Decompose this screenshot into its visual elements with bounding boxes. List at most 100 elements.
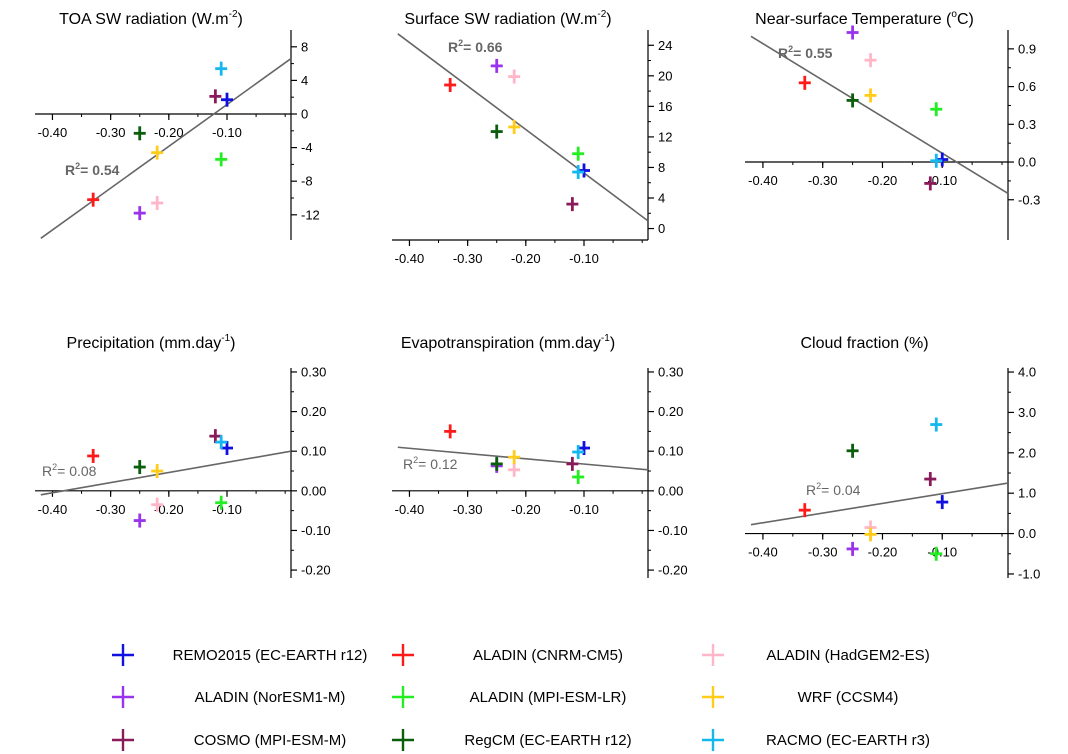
y-tick-label: -0.20 [658, 563, 688, 578]
y-tick-label: 0.20 [658, 404, 683, 419]
panel-title-main: TOA SW radiation (W.m [59, 11, 229, 28]
legend-marker [702, 729, 724, 751]
x-tick-label: -0.40 [748, 545, 778, 560]
legend-marker [392, 686, 414, 708]
point-wrf-ccsm4 [864, 88, 877, 103]
r2-label: R2= 0.54 [65, 161, 120, 178]
panel-2: Surface SW radiation (W.m-2) 24 20 16 12 8 4 0 -… [392, 9, 672, 266]
y-tick-label: -0.3 [1018, 192, 1040, 207]
r2-sup: 2 [788, 44, 793, 54]
y-tick-label: 4.0 [1018, 365, 1036, 380]
x-tick-label: -0.40 [38, 502, 68, 517]
x-tick-label: -0.30 [808, 173, 838, 188]
legend-label: WRF (CCSM4) [798, 689, 899, 706]
point-cosmo-mpi-esm-m [924, 472, 937, 487]
legend-label: ALADIN (HadGEM2-ES) [766, 647, 929, 664]
panel-title: Evapotranspiration (mm.day-1) [401, 333, 615, 352]
x-tick-label: -0.40 [748, 173, 778, 188]
y-tick-label: 0.30 [658, 364, 683, 379]
r2-sup: 2 [458, 38, 463, 48]
y-tick-label: 0.30 [301, 364, 326, 379]
y-tick-label: 2.0 [1018, 445, 1036, 460]
point-racmo-ec-earth-r3 [215, 61, 228, 76]
point-aladin-cnrm-cm5 [798, 75, 811, 90]
point-aladin-cnrm-cm5 [87, 192, 100, 207]
panel-1: TOA SW radiation (W.m-2) 8 4 0 -4 -8 -12 -0.40 -… [35, 9, 320, 240]
legend-marker [392, 729, 414, 751]
r2-label: R2= 0.04 [806, 481, 861, 498]
legend-label: RACMO (EC-EARTH r3) [766, 732, 930, 749]
panel-title-sup: -2 [229, 9, 238, 20]
y-tick-label: 4 [658, 191, 665, 206]
r2-label: R2= 0.08 [42, 462, 97, 479]
point-aladin-mpi-esm-lr [572, 146, 585, 161]
point-aladin-hadgem2-es [151, 497, 164, 512]
panel-4: Precipitation (mm.day-1) 0.30 0.20 0.10 0.00… [35, 333, 331, 578]
legend-entry: WRF (CCSM4) [702, 686, 898, 708]
point-regcm-ec-earth-r12 [846, 443, 859, 458]
legend-label: ALADIN (MPI-ESM-LR) [470, 689, 627, 706]
panel-5: Evapotranspiration (mm.day-1) 0.30 0.20 0.1… [392, 333, 688, 578]
r2-sup: 2 [52, 462, 57, 472]
regression-line [397, 33, 649, 222]
r2-letter: R [448, 39, 458, 55]
r2-value: = 0.08 [57, 463, 97, 479]
x-tick-label: -0.20 [868, 545, 898, 560]
x-tick-label: -0.10 [569, 251, 599, 266]
legend-entry: RACMO (EC-EARTH r3) [702, 729, 930, 751]
r2-sup: 2 [816, 481, 821, 491]
x-tick-label: -0.10 [569, 502, 599, 517]
y-tick-label: 12 [658, 129, 672, 144]
y-tick-label: -1.0 [1018, 566, 1040, 581]
x-tick-label: -0.20 [511, 502, 541, 517]
legend-marker [112, 686, 134, 708]
y-tick-label: 0.10 [301, 444, 326, 459]
panel-3: Near-surface Temperature (oC) 0.9 0.6 0.3 0.… [745, 9, 1040, 240]
panel-title-sup: -1 [221, 333, 230, 344]
panel-title: Surface SW radiation (W.m-2) [404, 9, 611, 28]
panel-title: TOA SW radiation (W.m-2) [59, 9, 243, 28]
legend-entry: ALADIN (HadGEM2-ES) [702, 644, 930, 666]
point-aladin-noresm1-m [846, 541, 859, 556]
panel-title-end: ) [230, 335, 235, 352]
r2-value: = 0.04 [821, 482, 861, 498]
regression-line [750, 35, 1009, 195]
x-tick-label: -0.30 [96, 125, 126, 140]
legend-marker [112, 644, 134, 666]
panel-title-main: Cloud fraction (%) [800, 335, 928, 352]
r2-letter: R [65, 162, 75, 178]
point-regcm-ec-earth-r12 [490, 124, 503, 139]
panel-title-end: ) [238, 11, 243, 28]
panel-title-sup: -1 [601, 333, 610, 344]
point-aladin-noresm1-m [133, 206, 146, 221]
point-aladin-cnrm-cm5 [87, 448, 100, 463]
point-wrf-ccsm4 [151, 145, 164, 160]
x-tick-label: -0.30 [808, 545, 838, 560]
panel-title-main: Near-surface Temperature ( [755, 11, 952, 28]
y-tick-label: 0.00 [658, 483, 683, 498]
point-racmo-ec-earth-r3 [930, 417, 943, 432]
r2-value: = 0.66 [463, 39, 503, 55]
point-wrf-ccsm4 [151, 464, 164, 479]
r2-value: = 0.12 [418, 456, 458, 472]
panels: TOA SW radiation (W.m-2)840-4-8-12-0.40-… [35, 9, 1040, 581]
r2-sup: 2 [413, 455, 418, 465]
point-racmo-ec-earth-r3 [215, 435, 228, 450]
y-tick-label: -0.10 [658, 523, 688, 538]
r2-letter: R [42, 463, 52, 479]
point-cosmo-mpi-esm-m [209, 89, 222, 104]
r2-label: R2= 0.66 [448, 38, 503, 55]
x-tick-label: -0.10 [212, 502, 242, 517]
point-regcm-ec-earth-r12 [133, 126, 146, 141]
legend-entry: REMO2015 (EC-EARTH r12) [112, 644, 367, 666]
panel-title: Cloud fraction (%) [800, 335, 928, 352]
point-regcm-ec-earth-r12 [490, 456, 503, 471]
panel-title-sup: o [951, 9, 957, 20]
point-aladin-cnrm-cm5 [444, 424, 457, 439]
x-tick-label: -0.10 [212, 125, 242, 140]
r2-letter: R [778, 45, 788, 61]
y-tick-label: 0.20 [301, 404, 326, 419]
y-tick-label: -12 [301, 207, 320, 222]
point-aladin-hadgem2-es [508, 462, 521, 477]
